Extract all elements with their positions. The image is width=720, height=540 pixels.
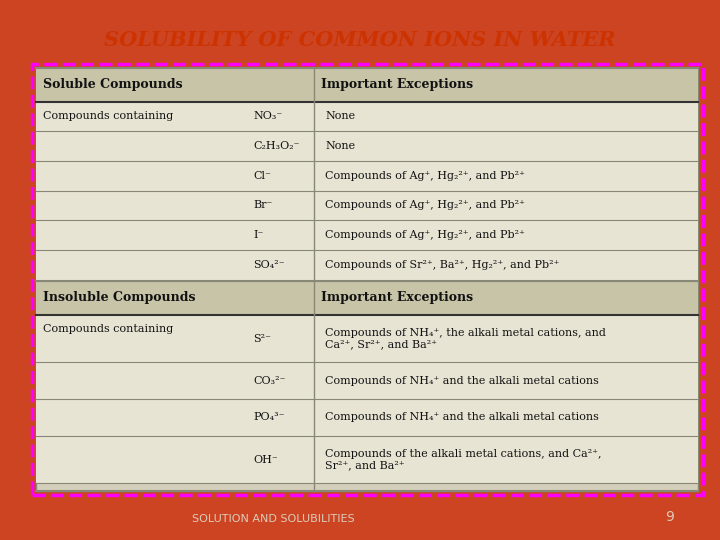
Text: Compounds of NH₄⁺ and the alkali metal cations: Compounds of NH₄⁺ and the alkali metal c… xyxy=(325,413,599,422)
Text: Compounds of NH₄⁺, the alkali metal cations, and: Compounds of NH₄⁺, the alkali metal cati… xyxy=(325,328,606,338)
Text: Important Exceptions: Important Exceptions xyxy=(321,78,474,91)
Text: SOLUTION AND SOLUBILITIES: SOLUTION AND SOLUBILITIES xyxy=(192,514,355,524)
Text: Compounds containing: Compounds containing xyxy=(43,324,174,334)
Text: C₂H₃O₂⁻: C₂H₃O₂⁻ xyxy=(253,141,300,151)
Text: Compounds of the alkali metal cations, and Ca²⁺,: Compounds of the alkali metal cations, a… xyxy=(325,449,601,458)
Text: Compounds of Ag⁺, Hg₂²⁺, and Pb²⁺: Compounds of Ag⁺, Hg₂²⁺, and Pb²⁺ xyxy=(325,200,525,211)
Text: Important Exceptions: Important Exceptions xyxy=(321,291,474,305)
Text: OH⁻: OH⁻ xyxy=(253,455,278,464)
Text: SO₄²⁻: SO₄²⁻ xyxy=(253,260,284,271)
Text: Compounds containing: Compounds containing xyxy=(43,111,174,122)
Text: Sr²⁺, and Ba²⁺: Sr²⁺, and Ba²⁺ xyxy=(325,461,405,470)
Text: I⁻: I⁻ xyxy=(253,230,264,240)
Text: Insoluble Compounds: Insoluble Compounds xyxy=(43,291,196,305)
Text: PO₄³⁻: PO₄³⁻ xyxy=(253,413,284,422)
Text: Cl⁻: Cl⁻ xyxy=(253,171,271,181)
Text: Soluble Compounds: Soluble Compounds xyxy=(43,78,183,91)
Text: Ca²⁺, Sr²⁺, and Ba²⁺: Ca²⁺, Sr²⁺, and Ba²⁺ xyxy=(325,340,437,349)
Text: NO₃⁻: NO₃⁻ xyxy=(253,111,282,122)
Text: Compounds of NH₄⁺ and the alkali metal cations: Compounds of NH₄⁺ and the alkali metal c… xyxy=(325,376,599,386)
Text: None: None xyxy=(325,111,355,122)
Text: Compounds of Ag⁺, Hg₂²⁺, and Pb²⁺: Compounds of Ag⁺, Hg₂²⁺, and Pb²⁺ xyxy=(325,171,525,181)
Text: SOLUBILITY OF COMMON IONS IN WATER: SOLUBILITY OF COMMON IONS IN WATER xyxy=(104,30,616,50)
Text: Compounds of Sr²⁺, Ba²⁺, Hg₂²⁺, and Pb²⁺: Compounds of Sr²⁺, Ba²⁺, Hg₂²⁺, and Pb²⁺ xyxy=(325,260,559,271)
Text: Br⁻: Br⁻ xyxy=(253,200,272,211)
Text: CO₃²⁻: CO₃²⁻ xyxy=(253,376,286,386)
Text: Compounds of Ag⁺, Hg₂²⁺, and Pb²⁺: Compounds of Ag⁺, Hg₂²⁺, and Pb²⁺ xyxy=(325,230,525,240)
Text: S²⁻: S²⁻ xyxy=(253,334,271,343)
Text: 9: 9 xyxy=(665,510,674,524)
Text: None: None xyxy=(325,141,355,151)
